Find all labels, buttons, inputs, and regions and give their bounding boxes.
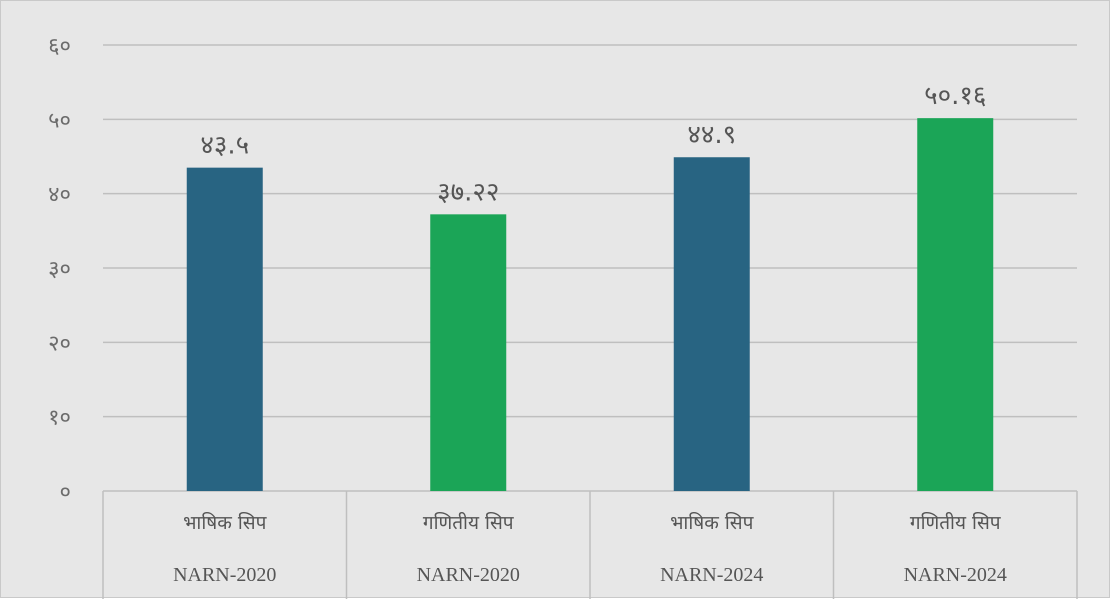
bar [186,167,263,491]
x-category-label: भाषिक सिप [670,511,755,534]
data-label: ४३.५ [200,131,249,161]
data-label: ५०.१६ [924,81,986,111]
data-label: ४४.९ [687,120,736,150]
y-tick-label: १० [48,406,71,431]
x-group-label: NARN-2024 [904,564,1007,586]
y-tick-label: ० [60,480,71,505]
x-category-label: गणितीय सिप [910,511,1002,534]
y-tick-label: ४० [48,183,71,208]
y-tick-label: ६० [48,34,71,59]
bar [917,118,994,492]
x-group-label: NARN-2020 [417,564,520,586]
y-tick-label: २० [48,331,71,356]
x-group-label: NARN-2020 [173,564,276,586]
x-group-label: NARN-2024 [660,564,763,586]
y-tick-label: ३० [48,257,71,282]
x-category-label: गणितीय सिप [423,511,515,534]
y-tick-label: ५० [48,108,71,133]
x-category-label: भाषिक सिप [183,511,268,534]
bar [673,157,750,491]
bar [430,214,507,491]
data-label: ३७.२२ [437,177,499,207]
